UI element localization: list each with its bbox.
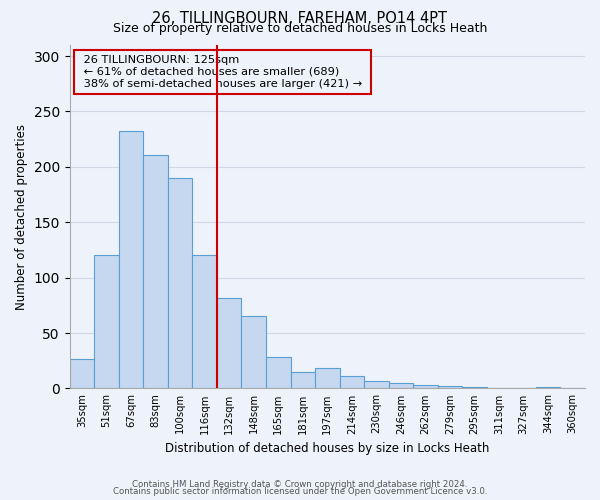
- Bar: [389, 383, 413, 388]
- Bar: [94, 256, 119, 388]
- Bar: [340, 376, 364, 388]
- Text: 26 TILLINGBOURN: 125sqm
 ← 61% of detached houses are smaller (689)
 38% of semi: 26 TILLINGBOURN: 125sqm ← 61% of detache…: [80, 56, 366, 88]
- Bar: [290, 372, 315, 388]
- Bar: [193, 256, 217, 388]
- Text: 26, TILLINGBOURN, FAREHAM, PO14 4PT: 26, TILLINGBOURN, FAREHAM, PO14 4PT: [152, 11, 448, 26]
- Bar: [266, 358, 290, 388]
- Bar: [315, 368, 340, 388]
- Bar: [70, 358, 94, 388]
- Bar: [168, 178, 193, 388]
- Bar: [413, 385, 438, 388]
- X-axis label: Distribution of detached houses by size in Locks Heath: Distribution of detached houses by size …: [165, 442, 490, 455]
- Bar: [438, 386, 462, 388]
- Text: Size of property relative to detached houses in Locks Heath: Size of property relative to detached ho…: [113, 22, 487, 35]
- Bar: [143, 154, 168, 388]
- Text: Contains public sector information licensed under the Open Government Licence v3: Contains public sector information licen…: [113, 488, 487, 496]
- Y-axis label: Number of detached properties: Number of detached properties: [15, 124, 28, 310]
- Bar: [217, 298, 241, 388]
- Text: Contains HM Land Registry data © Crown copyright and database right 2024.: Contains HM Land Registry data © Crown c…: [132, 480, 468, 489]
- Bar: [119, 132, 143, 388]
- Bar: [364, 380, 389, 388]
- Bar: [241, 316, 266, 388]
